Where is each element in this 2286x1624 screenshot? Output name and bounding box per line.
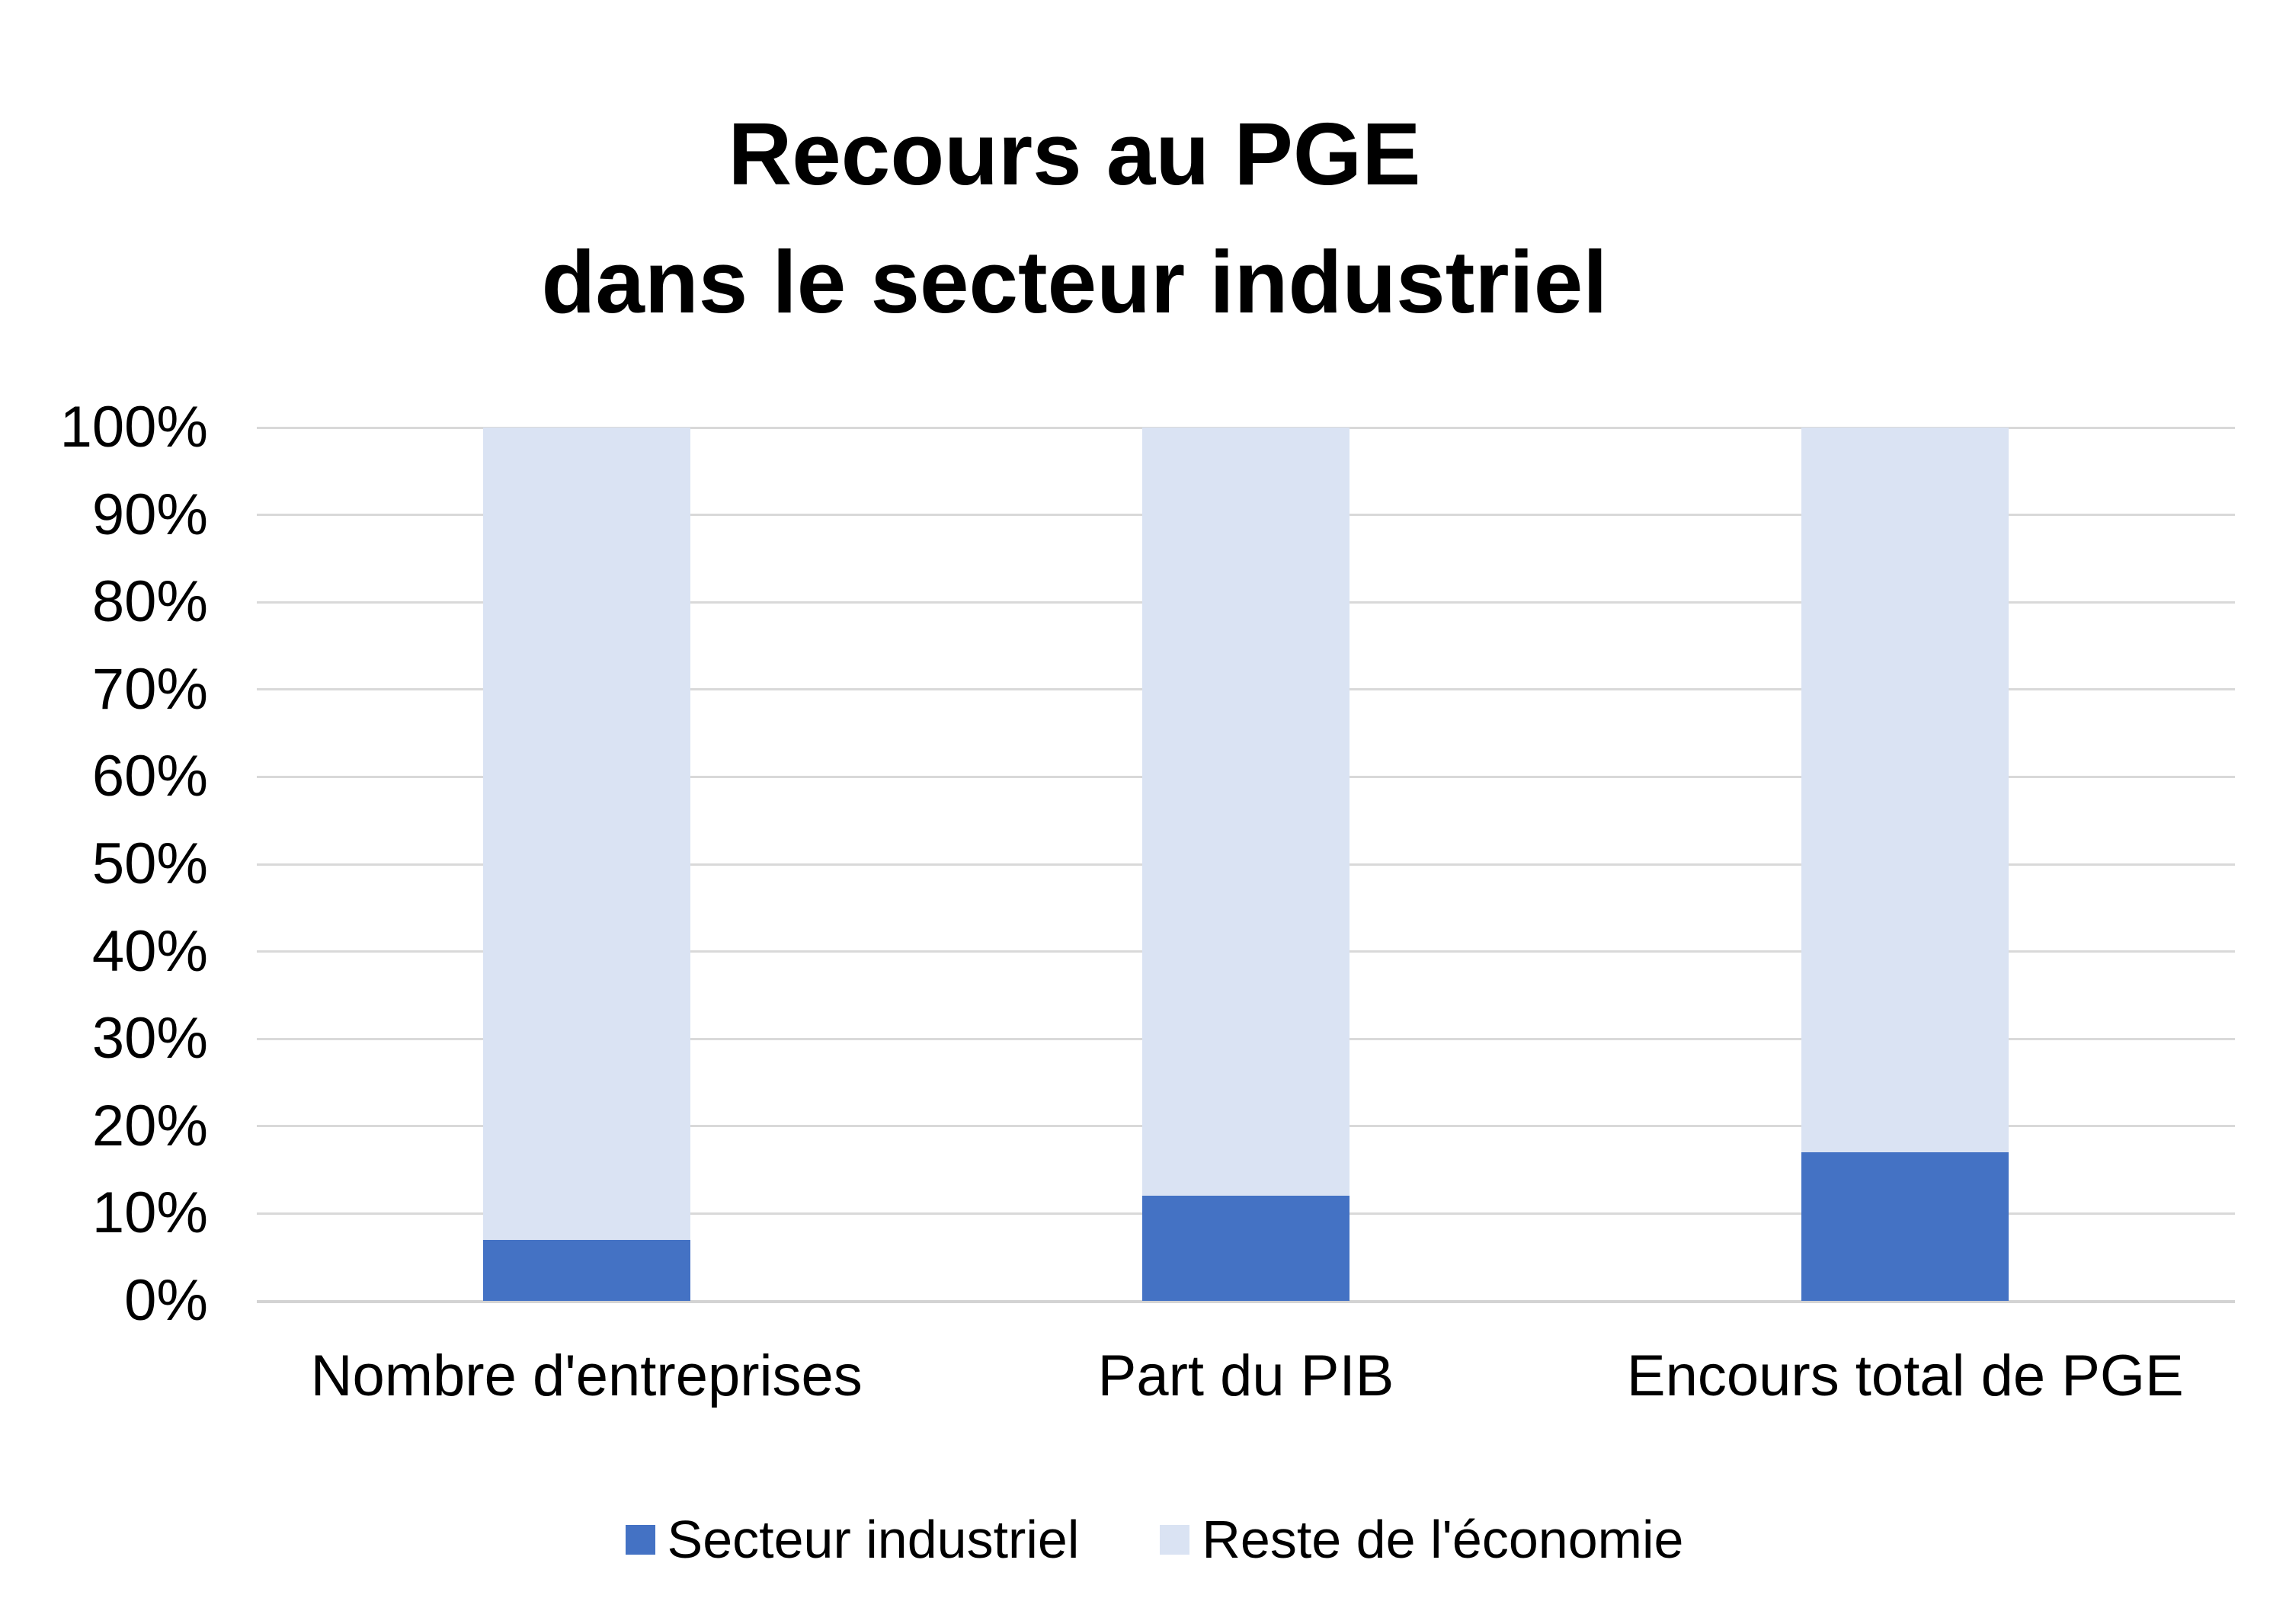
bar-segment	[1142, 1196, 1350, 1301]
legend-item: Reste de l'économie	[1160, 1513, 1683, 1566]
y-tick-label: 10%	[91, 1180, 208, 1245]
bar-segment	[1801, 428, 2009, 1153]
bar-stack	[1801, 428, 2009, 1301]
bar-segment	[1142, 428, 1350, 1196]
y-tick-label: 70%	[91, 657, 208, 722]
legend: Secteur industriel Reste de l'économie	[0, 1513, 2286, 1566]
bar-segment	[1801, 1152, 2009, 1301]
plot-area	[257, 427, 2235, 1303]
y-tick-label: 30%	[91, 1006, 208, 1071]
x-axis: Nombre d'entreprises Part du PIB Encours t…	[257, 1343, 2235, 1419]
y-tick-label: 0%	[124, 1268, 208, 1333]
y-tick-label: 40%	[91, 919, 208, 984]
category-label: Part du PIB	[1097, 1344, 1394, 1408]
chart-title: Recours au PGE dans le secteur industrie…	[0, 90, 2149, 346]
category-label: Nombre d'entreprises	[310, 1344, 863, 1408]
legend-label: Reste de l'économie	[1202, 1510, 1684, 1569]
y-tick-label: 60%	[91, 744, 208, 809]
legend-swatch-icon	[625, 1524, 655, 1555]
y-tick-label: 20%	[91, 1094, 208, 1158]
y-tick-label: 90%	[91, 482, 208, 547]
gridline-baseline	[257, 1300, 2235, 1303]
category-label: Encours total de PGE	[1626, 1344, 2184, 1408]
legend-label: Secteur industriel	[667, 1510, 1080, 1569]
y-tick-label: 80%	[91, 569, 208, 634]
bar-stack	[1142, 428, 1350, 1301]
chart-title-line2: dans le secteur industriel	[541, 232, 1608, 332]
legend-item: Secteur industriel	[625, 1510, 1080, 1569]
y-tick-label: 100%	[59, 395, 208, 460]
y-axis: 100% 90% 80% 70% 60% 50% 40% 30% 20% 10% 0%	[0, 399, 208, 1330]
bar-stack	[483, 428, 690, 1301]
y-tick-label: 50%	[91, 831, 208, 896]
bar-segment	[483, 428, 690, 1240]
chart-title-line1: Recours au PGE	[728, 104, 1421, 203]
bar-segment	[483, 1239, 690, 1301]
legend-swatch-icon	[1160, 1524, 1190, 1555]
